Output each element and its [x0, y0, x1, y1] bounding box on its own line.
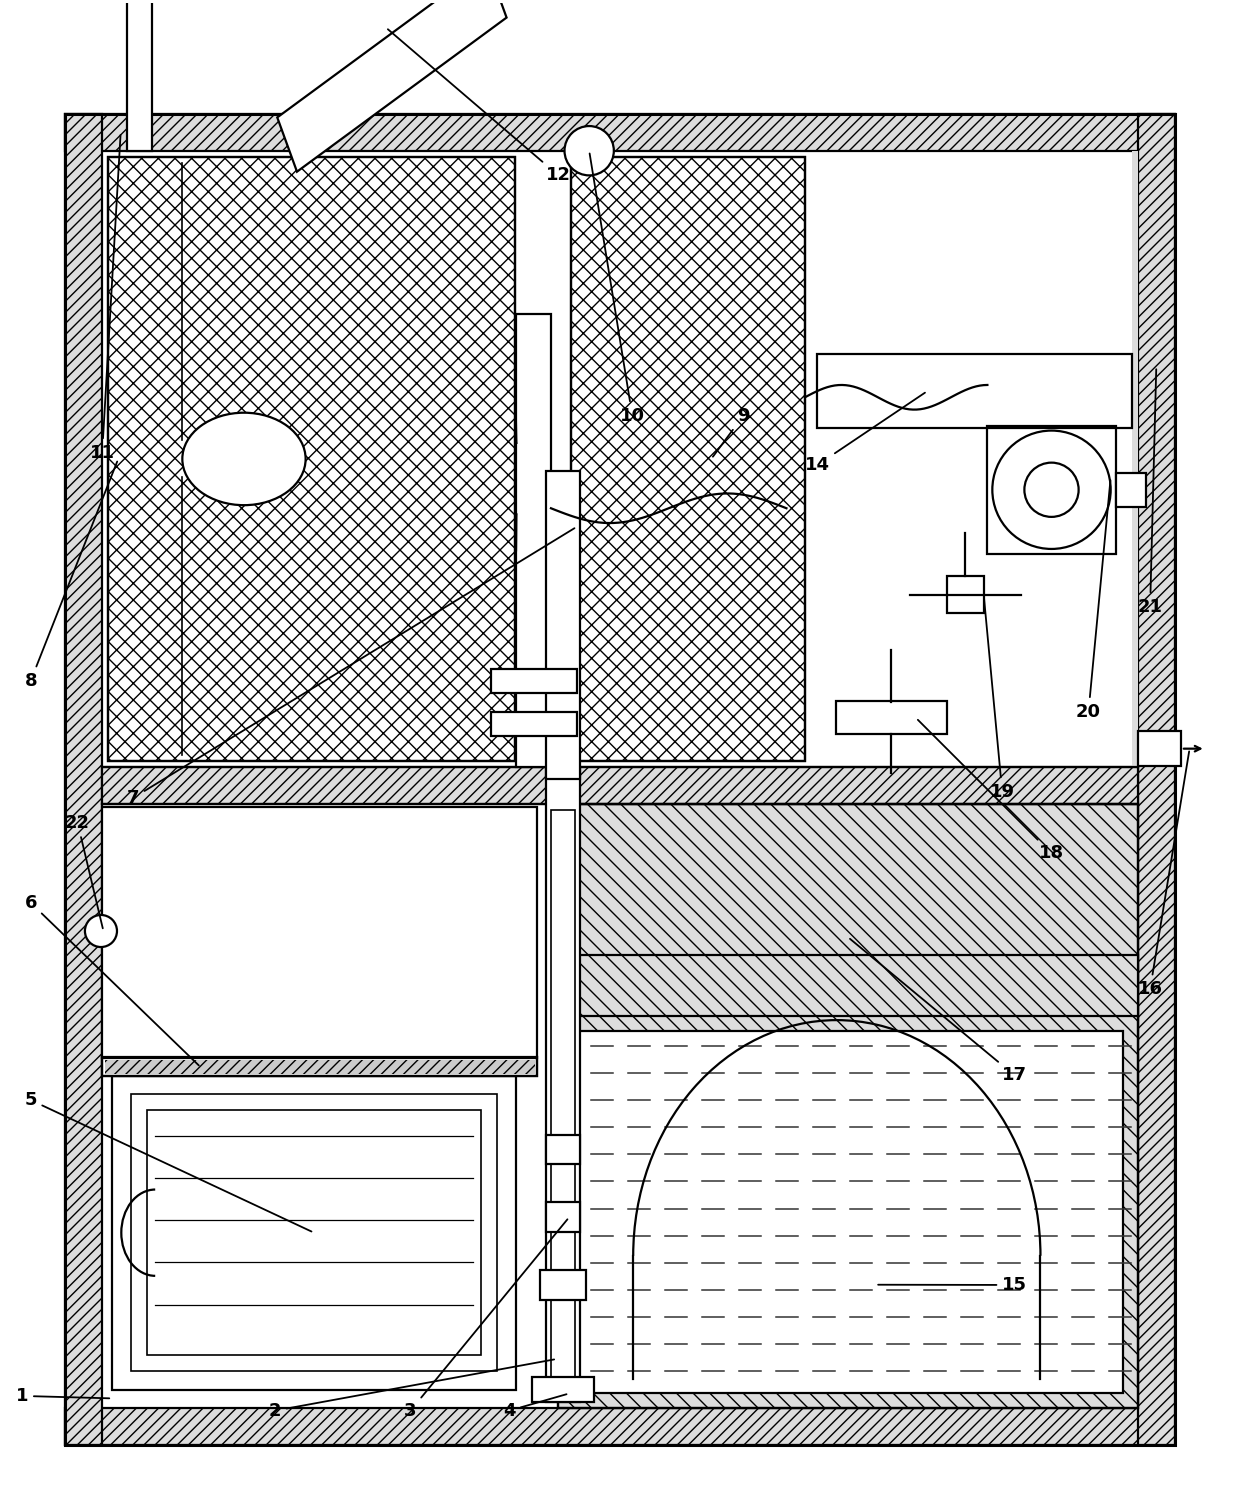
Text: 21: 21: [1137, 370, 1163, 616]
Bar: [817, 353, 1132, 428]
Text: 12: 12: [388, 30, 570, 184]
Bar: [546, 768, 580, 1402]
Bar: [130, 1094, 497, 1371]
Bar: [532, 1378, 594, 1402]
Bar: [104, 1060, 534, 1074]
Bar: [66, 114, 102, 1445]
Bar: [558, 955, 1138, 1016]
Bar: [570, 157, 805, 760]
Circle shape: [1024, 463, 1079, 517]
Bar: [546, 1135, 580, 1164]
Text: 22: 22: [64, 814, 103, 928]
Circle shape: [564, 126, 614, 175]
Bar: [1116, 472, 1147, 506]
Text: 2: 2: [269, 1359, 554, 1420]
Bar: [102, 768, 1138, 805]
Bar: [551, 811, 575, 1378]
Bar: [112, 1075, 516, 1390]
Circle shape: [992, 431, 1111, 549]
Ellipse shape: [182, 413, 305, 505]
Bar: [491, 668, 577, 693]
Text: 4: 4: [502, 1394, 567, 1420]
Bar: [66, 1408, 1174, 1445]
Bar: [491, 711, 577, 737]
Text: 10: 10: [590, 153, 645, 425]
Bar: [573, 1031, 1123, 1393]
Bar: [558, 805, 1138, 1408]
Text: 9: 9: [713, 407, 749, 457]
Text: 19: 19: [985, 597, 1014, 800]
Bar: [516, 315, 551, 768]
Bar: [146, 1111, 481, 1356]
Text: 3: 3: [404, 1219, 568, 1420]
Bar: [546, 471, 580, 780]
Bar: [836, 701, 946, 734]
Bar: [1138, 114, 1174, 1445]
Bar: [102, 806, 537, 1057]
Bar: [558, 805, 1138, 1408]
Text: 5: 5: [25, 1091, 311, 1231]
Bar: [539, 1270, 587, 1299]
Text: 16: 16: [1137, 751, 1189, 998]
Bar: [66, 114, 1174, 150]
Text: 6: 6: [25, 894, 198, 1065]
Bar: [1132, 150, 1138, 768]
Bar: [1138, 732, 1180, 766]
Text: 18: 18: [918, 720, 1064, 863]
Text: 8: 8: [25, 462, 118, 691]
Text: 7: 7: [126, 529, 574, 806]
Text: 15: 15: [878, 1276, 1027, 1293]
Text: 1: 1: [16, 1387, 109, 1405]
Text: 11: 11: [89, 135, 120, 462]
Bar: [570, 157, 805, 760]
Bar: [102, 1057, 537, 1077]
Bar: [987, 426, 1116, 554]
Bar: [546, 1203, 580, 1233]
Bar: [126, 0, 151, 150]
Polygon shape: [278, 0, 507, 172]
Bar: [108, 157, 515, 760]
Text: 17: 17: [849, 939, 1027, 1084]
Bar: [102, 150, 1138, 1408]
Bar: [946, 576, 983, 613]
Text: 20: 20: [1076, 480, 1111, 720]
Text: 14: 14: [805, 392, 925, 474]
Bar: [108, 157, 515, 760]
Bar: [102, 1057, 537, 1077]
Circle shape: [84, 915, 117, 947]
